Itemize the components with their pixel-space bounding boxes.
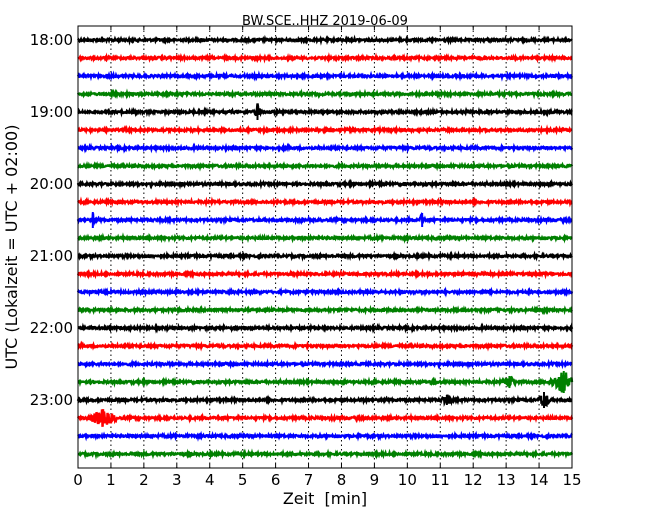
trace-2200 <box>77 322 574 334</box>
y-tick-label: 23:00 <box>30 391 73 409</box>
x-tick-label: 5 <box>238 471 248 489</box>
y-tick-label: 21:00 <box>30 247 73 265</box>
traces <box>76 34 574 460</box>
y-tick-label: 22:00 <box>30 319 73 337</box>
trace-1845 <box>76 88 573 100</box>
trace-2315 <box>76 409 574 427</box>
trace-1915 <box>77 124 573 136</box>
x-tick-label: 9 <box>370 471 380 489</box>
trace-2030 <box>76 212 573 227</box>
trace-1945 <box>77 160 574 172</box>
trace-1815 <box>77 52 573 64</box>
x-tick-label: 6 <box>271 471 281 489</box>
x-tick-label: 10 <box>398 471 417 489</box>
trace-2000 <box>76 178 574 190</box>
trace-2015 <box>77 196 573 208</box>
trace-2115 <box>76 268 573 280</box>
x-tick-label: 8 <box>337 471 347 489</box>
y-tick-label: 19:00 <box>30 103 73 121</box>
trace-2230 <box>77 358 573 370</box>
y-axis-label: UTC (Lokalzeit = UTC + 02:00) <box>2 125 21 370</box>
x-tick-label: 14 <box>530 471 549 489</box>
y-tick-label: 20:00 <box>30 175 73 193</box>
y-axis: 18:00 19:00 20:00 21:00 22:00 23:00 <box>30 31 73 409</box>
chart-title: BW.SCE..HHZ 2019-06-09 <box>242 14 408 29</box>
trace-1900 <box>77 103 573 118</box>
trace-1800 <box>77 34 573 46</box>
x-axis: 0 1 2 3 4 5 6 7 8 9 10 11 12 13 14 15 <box>73 26 582 489</box>
x-tick-label: 15 <box>562 471 581 489</box>
trace-1930 <box>77 142 574 154</box>
x-tick-label: 3 <box>172 471 182 489</box>
x-tick-label: 12 <box>464 471 483 489</box>
trace-2345 <box>77 448 574 460</box>
x-tick-label: 13 <box>497 471 516 489</box>
trace-2330 <box>77 430 573 442</box>
trace-2245 <box>77 372 574 393</box>
trace-2045 <box>77 232 573 244</box>
trace-2300 <box>76 393 573 408</box>
x-axis-label: Zeit [min] <box>283 489 367 508</box>
trace-2130 <box>76 286 574 298</box>
x-tick-label: 4 <box>205 471 215 489</box>
x-tick-label: 1 <box>106 471 116 489</box>
trace-1830 <box>76 70 574 82</box>
x-tick-label: 7 <box>304 471 314 489</box>
y-tick-label: 18:00 <box>30 31 73 49</box>
trace-2215 <box>77 340 574 352</box>
x-tick-label: 11 <box>431 471 450 489</box>
x-tick-label: 0 <box>73 471 83 489</box>
grid-lines <box>110 26 540 468</box>
plot-frame <box>77 25 573 469</box>
trace-2100 <box>77 250 573 262</box>
trace-2145 <box>77 304 573 316</box>
x-tick-label: 2 <box>139 471 149 489</box>
